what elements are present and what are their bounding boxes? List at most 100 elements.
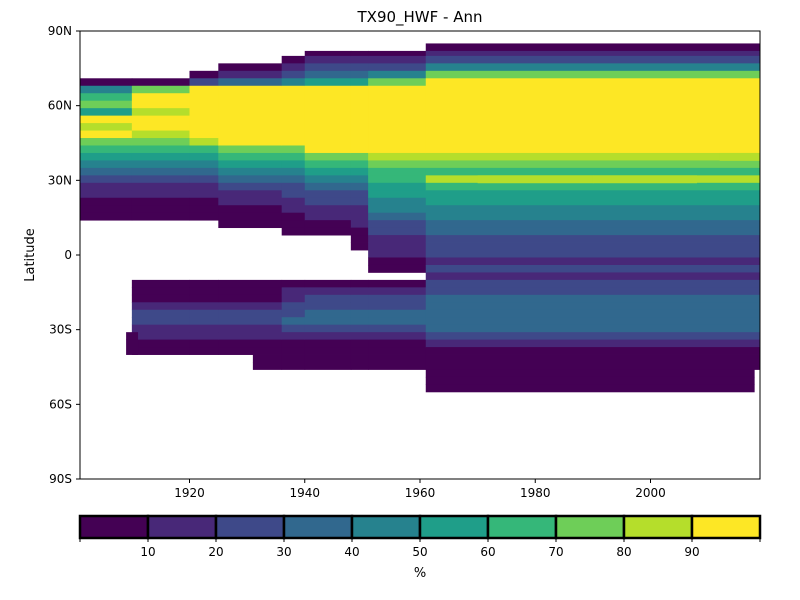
heatmap-cell-244 xyxy=(425,272,761,281)
heatmap-cell-124 xyxy=(281,339,306,348)
heatmap-cell-146 xyxy=(304,287,352,296)
y-tick-label: 30N xyxy=(48,173,72,187)
heatmap-cell-32 xyxy=(131,190,190,199)
heatmap-cell-75 xyxy=(218,85,283,146)
colorbar-swatch-9 xyxy=(690,514,762,540)
heatmap-cell-148 xyxy=(304,302,352,311)
heatmap-cell-163 xyxy=(350,152,369,161)
heatmap-cell-57 xyxy=(189,182,219,191)
heatmap-cell-110 xyxy=(281,190,306,199)
heatmap-cell-72 xyxy=(218,63,283,72)
heatmap-cell-171 xyxy=(350,212,369,221)
colorbar-tick-label: 90 xyxy=(684,545,699,559)
heatmap-cell-128 xyxy=(304,50,352,57)
x-tick-label: 1960 xyxy=(405,486,436,500)
heatmap-cell-249 xyxy=(425,309,761,318)
colorbar-swatch-2 xyxy=(214,514,286,540)
heatmap-cell-39 xyxy=(131,302,190,311)
heatmap-cell-7 xyxy=(80,130,133,139)
heatmap-cell-38 xyxy=(131,294,190,303)
heatmap-cell-49 xyxy=(189,78,219,87)
heatmap-cell-136 xyxy=(304,167,352,176)
x-axis-ticks: 1920 1940 1960 1980 2000 xyxy=(174,479,666,500)
heatmap-cell-153 xyxy=(304,339,352,348)
heatmap-cell-174 xyxy=(350,235,369,243)
heatmap-cell-141 xyxy=(304,205,352,214)
heatmap-cell-191 xyxy=(368,70,427,79)
heatmap-cell-33 xyxy=(131,197,190,206)
heatmap-cell-185 xyxy=(350,347,369,355)
colorbar-ticks: 10 20 30 40 50 60 70 80 90 xyxy=(79,538,761,559)
heatmap-cell-144 xyxy=(304,227,352,236)
heatmap-cell-126 xyxy=(281,354,306,363)
heatmap-cell-204 xyxy=(368,227,427,236)
heatmap-cell-67 xyxy=(189,317,219,326)
heatmap-cell-161 xyxy=(350,78,369,87)
heatmap-cell-226 xyxy=(425,70,761,79)
heatmap-cell-220 xyxy=(368,354,427,363)
heatmap-cell-94 xyxy=(218,332,283,341)
heatmap-cell-19 xyxy=(131,78,190,87)
heatmap-cell-71 xyxy=(189,347,219,355)
heatmap-cell-121 xyxy=(281,317,306,326)
heatmap-cell-12 xyxy=(80,167,133,176)
heatmap-cell-225 xyxy=(425,63,761,72)
x-tick-label: 1980 xyxy=(520,486,551,500)
heatmap-cell-2 xyxy=(80,93,133,102)
colorbar-swatch-4 xyxy=(350,514,422,540)
heatmap-cell-90 xyxy=(218,302,283,311)
heatmap-cell-79 xyxy=(218,167,283,176)
colorbar-swatch-3 xyxy=(282,514,354,540)
heatmap-cell-16 xyxy=(80,197,133,206)
heatmap-cell-105 xyxy=(281,152,306,161)
heatmap-cell-31 xyxy=(131,182,190,191)
heatmap-cell-24 xyxy=(131,130,190,139)
colorbar-label: % xyxy=(414,566,426,581)
heatmap-cell-47 xyxy=(126,339,139,355)
heatmap-cell-211 xyxy=(368,287,427,296)
heatmap-cell-140 xyxy=(304,197,352,206)
heatmap-cell-150 xyxy=(304,317,352,326)
heatmap-cell-158 xyxy=(350,55,369,64)
chart-title: TX90_HWF - Ann xyxy=(357,8,483,27)
heatmap-cell-190 xyxy=(368,63,427,72)
heatmap-cell-97 xyxy=(252,354,283,363)
heatmap-cell-176 xyxy=(350,279,369,288)
heatmap-cell-119 xyxy=(281,302,306,311)
heatmap-cell-149 xyxy=(304,309,352,318)
heatmap-cell-103 xyxy=(281,85,306,146)
colorbar-tick-label: 30 xyxy=(276,545,291,559)
heatmap-cell-27 xyxy=(131,152,190,161)
heatmap-cell-195 xyxy=(368,160,427,169)
colorbar-tick-label: 10 xyxy=(140,545,155,559)
heatmap-cell-242 xyxy=(425,257,761,266)
heatmap-cell-64 xyxy=(189,294,219,303)
colorbar-tick-label: 70 xyxy=(548,545,563,559)
heatmap-cell-246 xyxy=(425,287,761,296)
heatmap-cell-4 xyxy=(80,108,133,117)
heatmap-cell-1 xyxy=(80,85,133,94)
heatmap-cell-21 xyxy=(131,93,190,109)
heatmap-cell-162 xyxy=(350,85,369,154)
heatmap-cell-28 xyxy=(131,160,190,169)
y-tick-label: 0 xyxy=(64,248,72,262)
y-tick-label: 90S xyxy=(49,472,72,486)
colorbar-swatch-8 xyxy=(622,514,694,540)
colorbar-swatch-6 xyxy=(486,514,558,540)
heatmap-cell-239 xyxy=(425,235,761,243)
heatmap-cell-254 xyxy=(425,347,761,355)
heatmap-cell-61 xyxy=(189,212,219,221)
heatmap-cell-23 xyxy=(131,115,190,131)
heatmap-cell-129 xyxy=(304,55,352,64)
heatmap-cell-111 xyxy=(281,197,306,206)
heatmap-cell-95 xyxy=(218,339,283,348)
heatmap-cell-104 xyxy=(281,145,306,154)
heatmap-cell-169 xyxy=(350,197,369,206)
heatmap-cell-180 xyxy=(350,309,369,318)
heatmap-cell-196 xyxy=(368,167,427,176)
heatmap-cell-179 xyxy=(350,302,369,311)
heatmap-cell-86 xyxy=(218,220,283,229)
heatmap-plot-area: 1920 1940 1960 1980 2000 90N 60N 30N 0 30S 60S 90S xyxy=(48,24,761,500)
heatmap-cell-93 xyxy=(218,324,283,333)
